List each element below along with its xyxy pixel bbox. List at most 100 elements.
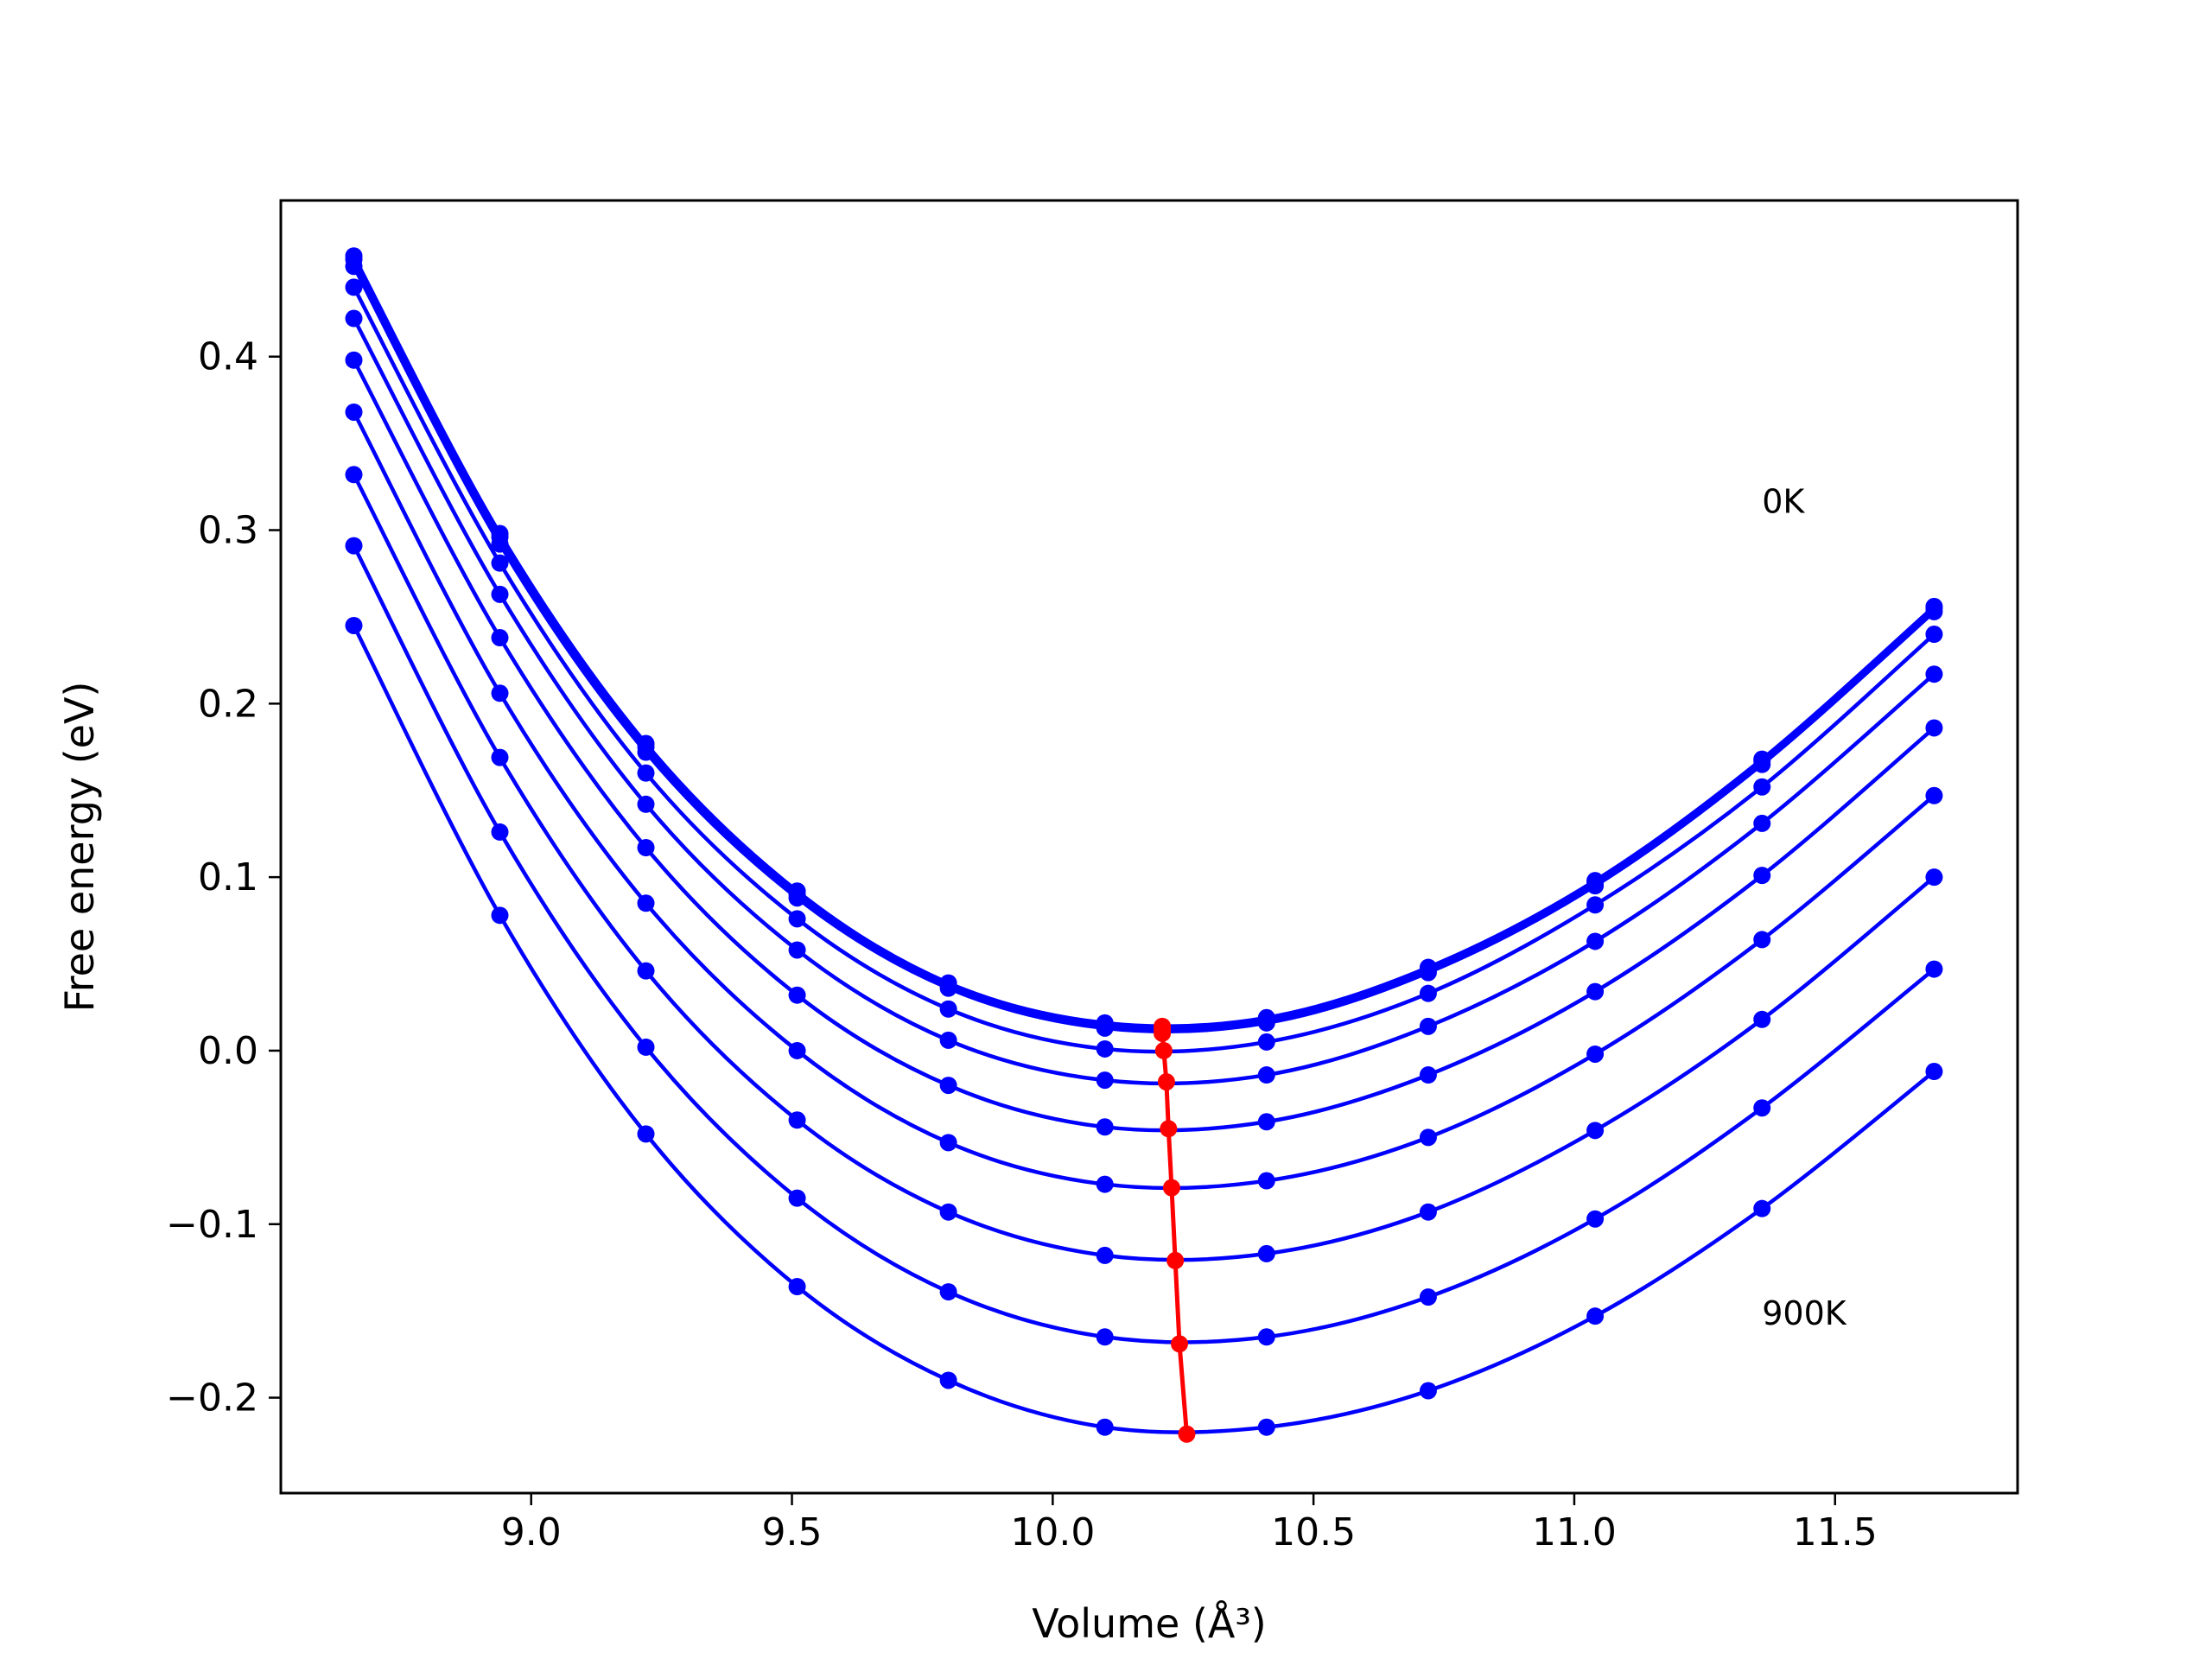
minima-point xyxy=(1178,1425,1196,1443)
series-line-6 xyxy=(352,410,1936,1191)
series-point xyxy=(939,1283,957,1301)
series-line-7 xyxy=(352,474,1936,1262)
series-point xyxy=(491,554,509,572)
series-line-4 xyxy=(352,317,1936,1086)
series-point xyxy=(1096,1118,1114,1136)
minima-point xyxy=(1171,1335,1189,1353)
series-point xyxy=(788,941,806,959)
minima-layer xyxy=(1154,1017,1196,1443)
series-point xyxy=(637,795,655,813)
series-point xyxy=(1257,1033,1275,1051)
series-point xyxy=(1096,1175,1114,1193)
series-point xyxy=(637,1125,655,1143)
x-tick-label: 9.0 xyxy=(501,1510,562,1554)
series-point xyxy=(788,1041,806,1059)
series-point xyxy=(1257,1244,1275,1262)
series-line-8 xyxy=(352,544,1936,1344)
x-tick-label: 10.5 xyxy=(1271,1510,1356,1554)
series-point xyxy=(1753,867,1771,885)
series-point xyxy=(1586,932,1605,950)
series-point xyxy=(788,1111,806,1129)
series-point xyxy=(1586,982,1605,1001)
series-point xyxy=(788,889,806,907)
temperature-annotation: 900K xyxy=(1762,1294,1847,1332)
series-point xyxy=(1257,1172,1275,1190)
series-point xyxy=(1257,1418,1275,1436)
series-point xyxy=(1925,960,1943,978)
series-point xyxy=(637,1038,655,1056)
ticks-layer: 9.0 9.5 10.0 10.5 11.0 11.5 −0.2 −0.1 0.0 0.1 0.2 0… xyxy=(166,335,1878,1554)
minima-point xyxy=(1157,1073,1175,1091)
series-point xyxy=(345,257,363,276)
series-point xyxy=(637,743,655,761)
series-point xyxy=(939,1203,957,1221)
axes-frame xyxy=(279,199,2019,1495)
series-line-9 xyxy=(352,624,1936,1434)
series-point xyxy=(939,1134,957,1152)
series-point xyxy=(1257,1066,1275,1084)
series-point xyxy=(1586,1045,1605,1063)
series-point xyxy=(939,1031,957,1049)
series-point xyxy=(491,629,509,647)
series-point xyxy=(1419,984,1437,1002)
series-point xyxy=(491,823,509,841)
x-tick-label: 10.0 xyxy=(1010,1510,1095,1554)
x-axis-label: Volume (Å³) xyxy=(1032,1600,1267,1647)
series-point xyxy=(345,616,363,634)
series-point xyxy=(1096,1071,1114,1090)
series-point xyxy=(1419,1066,1437,1084)
series-line-2 xyxy=(352,265,1936,1033)
y-axis-label: Free energy (eV) xyxy=(56,682,103,1013)
series-point xyxy=(345,466,363,484)
series-point xyxy=(1753,1010,1771,1028)
series-point xyxy=(1096,1246,1114,1264)
x-tick-label: 11.0 xyxy=(1532,1510,1617,1554)
series-point xyxy=(637,764,655,782)
series-point xyxy=(1925,786,1943,804)
series-point xyxy=(1419,1382,1437,1400)
series-point xyxy=(1753,1099,1771,1117)
series-point xyxy=(788,986,806,1004)
series-point xyxy=(491,906,509,925)
y-tick-label: −0.1 xyxy=(166,1203,258,1247)
y-tick-label: 0.0 xyxy=(198,1029,258,1073)
series-point xyxy=(939,1000,957,1018)
series-point xyxy=(1586,1307,1605,1325)
series-line-1 xyxy=(352,258,1936,1030)
series-line-5 xyxy=(352,359,1936,1133)
series-point xyxy=(1925,1063,1943,1081)
series-point xyxy=(491,748,509,766)
series-point xyxy=(1419,963,1437,982)
series-point xyxy=(1586,896,1605,914)
series-point xyxy=(1925,719,1943,737)
y-tick-label: 0.4 xyxy=(198,335,258,379)
y-tick-label: −0.2 xyxy=(166,1376,258,1421)
series-point xyxy=(1925,868,1943,887)
series-point xyxy=(1925,626,1943,644)
series-point xyxy=(1257,1014,1275,1032)
y-tick-label: 0.2 xyxy=(198,682,258,726)
series-point xyxy=(1096,1418,1114,1436)
series-point xyxy=(345,351,363,369)
series-point xyxy=(491,535,509,553)
series-point xyxy=(1753,778,1771,796)
series-line-3 xyxy=(352,286,1936,1054)
series-point xyxy=(939,1077,957,1095)
series-point xyxy=(1096,1039,1114,1058)
series-point xyxy=(939,1371,957,1389)
series-point xyxy=(1925,665,1943,683)
series-point xyxy=(1753,931,1771,949)
series-point xyxy=(788,1189,806,1207)
series-point xyxy=(1257,1113,1275,1131)
series-point xyxy=(1419,1128,1437,1147)
series-point xyxy=(491,585,509,603)
series-point xyxy=(1096,1019,1114,1037)
minima-point xyxy=(1160,1120,1178,1138)
series-point xyxy=(1753,755,1771,773)
series-point xyxy=(637,962,655,980)
series-point xyxy=(1586,1210,1605,1228)
series-point xyxy=(345,278,363,296)
series-point xyxy=(1753,1199,1771,1217)
minima-point xyxy=(1154,1024,1172,1042)
